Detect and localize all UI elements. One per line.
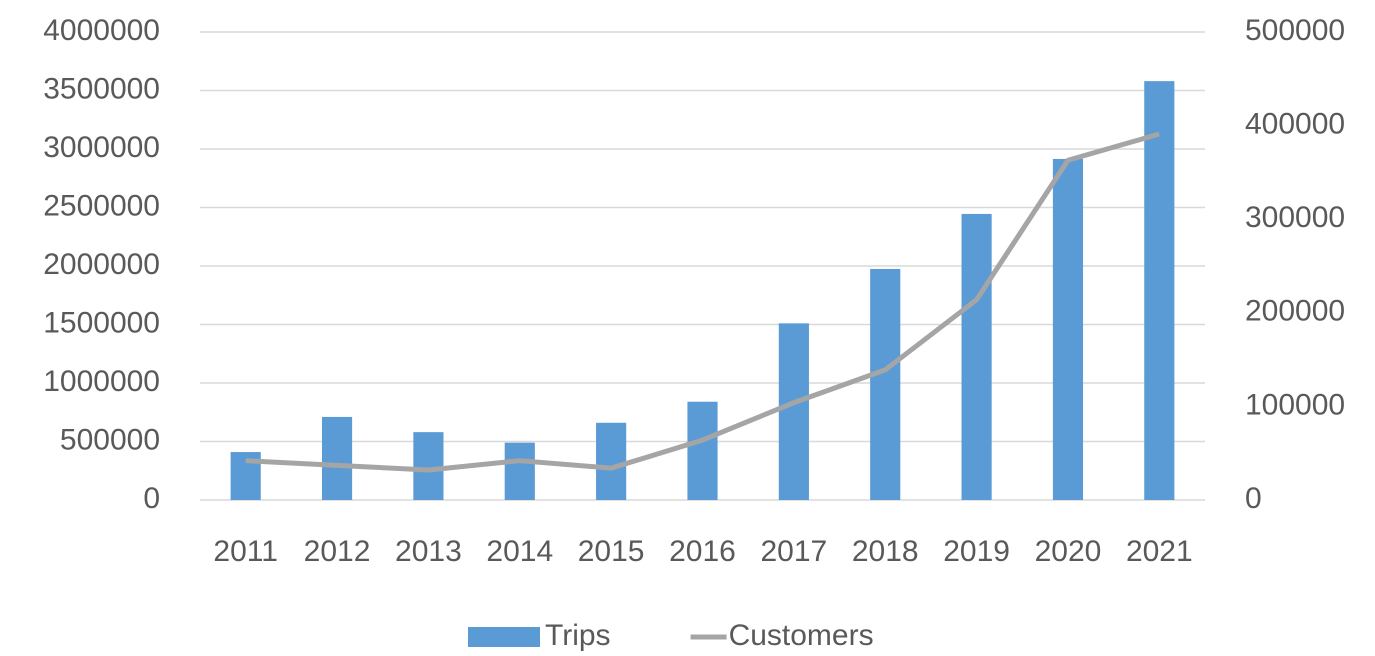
x-tick-label: 2013 bbox=[395, 535, 462, 568]
x-tick-label: 2015 bbox=[578, 535, 645, 568]
y2-tick-label: 200000 bbox=[1245, 295, 1345, 328]
y2-tick-label: 100000 bbox=[1245, 388, 1345, 421]
x-tick-label: 2012 bbox=[304, 535, 371, 568]
bar bbox=[504, 442, 535, 500]
bar bbox=[961, 213, 992, 500]
legend-label: Customers bbox=[729, 619, 874, 652]
bar bbox=[778, 323, 809, 500]
y2-tick-label: 500000 bbox=[1245, 14, 1345, 47]
y-tick-label: 0 bbox=[143, 482, 160, 515]
y2-tick-label: 0 bbox=[1245, 482, 1262, 515]
y-tick-label: 1000000 bbox=[43, 365, 160, 398]
x-tick-label: 2018 bbox=[852, 535, 919, 568]
legend-swatch bbox=[468, 627, 540, 647]
y2-tick-label: 300000 bbox=[1245, 201, 1345, 234]
y-tick-label: 2500000 bbox=[43, 189, 160, 222]
legend-label: Trips bbox=[545, 619, 611, 652]
y-tick-label: 4000000 bbox=[43, 14, 160, 47]
bar bbox=[413, 432, 444, 500]
y-tick-label: 2000000 bbox=[43, 248, 160, 281]
x-tick-label: 2019 bbox=[943, 535, 1010, 568]
bar bbox=[596, 422, 627, 500]
x-tick-label: 2016 bbox=[669, 535, 736, 568]
line bbox=[245, 131, 1161, 473]
x-tick-label: 2014 bbox=[486, 535, 553, 568]
y-tick-label: 3500000 bbox=[43, 72, 160, 105]
bar bbox=[1144, 81, 1175, 500]
bar bbox=[321, 416, 353, 500]
y-tick-label: 500000 bbox=[60, 423, 160, 456]
x-tick-label: 2021 bbox=[1126, 535, 1193, 568]
y-tick-label: 3000000 bbox=[43, 131, 160, 164]
y2-tick-label: 400000 bbox=[1245, 108, 1345, 141]
x-tick-label: 2017 bbox=[760, 535, 827, 568]
x-tick-label: 2011 bbox=[213, 535, 278, 568]
bar bbox=[870, 268, 901, 500]
x-tick-label: 2020 bbox=[1035, 535, 1102, 568]
y-tick-label: 1500000 bbox=[43, 306, 160, 339]
bar bbox=[1052, 158, 1084, 500]
bar bbox=[687, 401, 718, 500]
